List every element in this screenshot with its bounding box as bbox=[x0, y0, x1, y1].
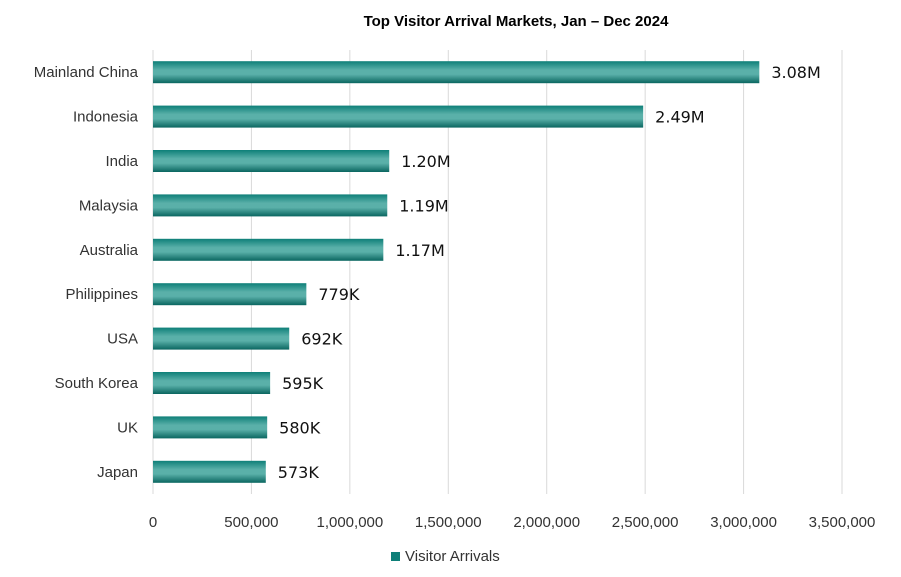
category-label: Japan bbox=[97, 464, 138, 481]
bar bbox=[153, 327, 290, 350]
chart-title: Top Visitor Arrival Markets, Jan – Dec 2… bbox=[364, 13, 670, 30]
category-label: India bbox=[105, 153, 138, 170]
category-label: Mainland China bbox=[34, 64, 139, 81]
category-label: Philippines bbox=[65, 286, 138, 303]
data-label: 573K bbox=[278, 463, 320, 482]
x-tick-label: 0 bbox=[149, 514, 157, 531]
bar bbox=[153, 105, 644, 128]
x-tick-label: 3,000,000 bbox=[710, 514, 777, 531]
bar bbox=[153, 238, 384, 261]
category-label: Indonesia bbox=[73, 109, 139, 126]
data-label: 3.08M bbox=[771, 63, 820, 82]
x-tick-label: 2,000,000 bbox=[513, 514, 580, 531]
bar bbox=[153, 460, 266, 483]
bar bbox=[153, 416, 268, 439]
x-tick-label: 2,500,000 bbox=[612, 514, 679, 531]
data-label: 1.17M bbox=[395, 241, 444, 260]
x-axis-ticks: 0 500,000 1,000,000 1,500,000 2,000,000 2,500… bbox=[149, 514, 876, 531]
data-label: 2.49M bbox=[655, 108, 704, 127]
legend-label: Visitor Arrivals bbox=[405, 548, 500, 565]
data-label: 779K bbox=[318, 285, 360, 304]
bars bbox=[153, 61, 760, 483]
data-label: 692K bbox=[301, 330, 343, 349]
bar bbox=[153, 372, 271, 394]
bar bbox=[153, 150, 390, 172]
category-label: Malaysia bbox=[79, 197, 139, 214]
category-label: USA bbox=[107, 331, 138, 348]
data-labels: 3.08M 2.49M 1.20M 1.19M 1.17M 779K 692K 595K 580… bbox=[278, 63, 821, 482]
x-tick-label: 500,000 bbox=[224, 514, 278, 531]
x-tick-label: 1,500,000 bbox=[415, 514, 482, 531]
legend: Visitor Arrivals bbox=[391, 548, 500, 565]
data-label: 1.20M bbox=[401, 152, 450, 171]
category-label: UK bbox=[117, 419, 138, 436]
legend-swatch bbox=[391, 552, 400, 561]
category-labels: Mainland China Indonesia India Malaysia Aust… bbox=[34, 64, 139, 481]
category-label: South Korea bbox=[55, 375, 139, 392]
bar bbox=[153, 61, 760, 84]
category-label: Australia bbox=[80, 242, 139, 259]
x-tick-label: 3,500,000 bbox=[809, 514, 876, 531]
data-label: 1.19M bbox=[399, 196, 448, 215]
bar bbox=[153, 283, 307, 306]
data-label: 580K bbox=[279, 418, 321, 437]
bar bbox=[153, 194, 388, 217]
data-label: 595K bbox=[282, 374, 324, 393]
x-tick-label: 1,000,000 bbox=[316, 514, 383, 531]
